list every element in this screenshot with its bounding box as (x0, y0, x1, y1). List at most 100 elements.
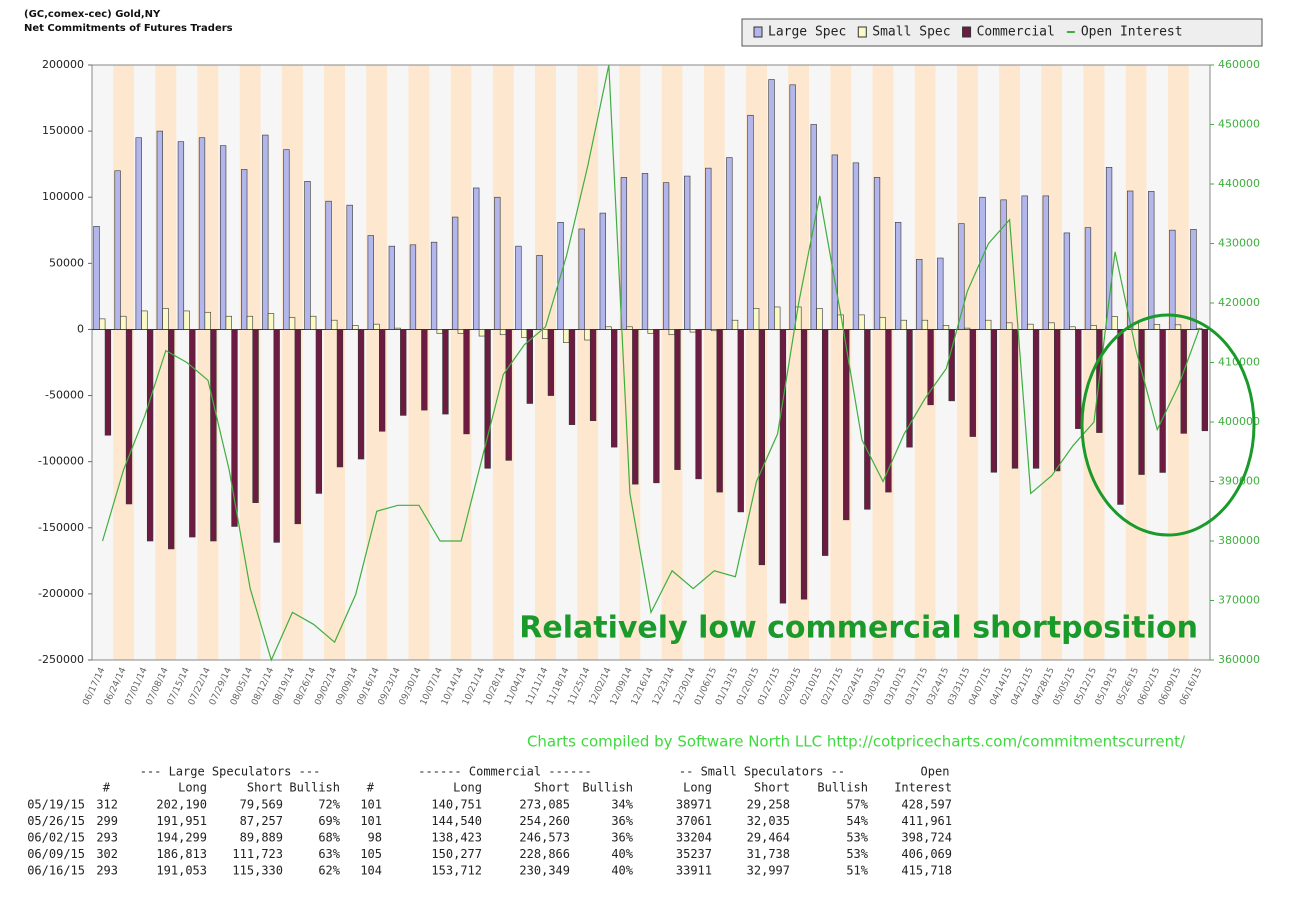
bar (605, 326, 612, 330)
bar (400, 329, 407, 416)
bar (1138, 329, 1145, 475)
bar (104, 329, 112, 436)
bar (125, 329, 133, 505)
bar (900, 319, 907, 330)
table-cell: 29,258 (747, 798, 790, 812)
bar (267, 313, 275, 330)
bar (816, 307, 823, 330)
bar (189, 329, 196, 538)
bar (684, 175, 691, 330)
bar (1111, 316, 1118, 330)
table-cell: 57% (846, 798, 868, 812)
table-column: Short (754, 781, 790, 795)
bar (430, 241, 438, 330)
table-column: Long (683, 781, 712, 795)
bar (568, 329, 576, 425)
bar (183, 310, 190, 330)
band (92, 65, 114, 660)
legend-swatch (962, 26, 972, 38)
band (534, 65, 557, 660)
bar (547, 329, 555, 396)
bar (451, 216, 459, 330)
bar (747, 114, 754, 330)
bar (494, 196, 501, 330)
table-cell: 144,540 (431, 814, 482, 828)
table-column: # (103, 781, 111, 795)
bar (632, 329, 639, 485)
bar (1174, 324, 1182, 330)
bar (674, 329, 681, 470)
table-cell: 63% (318, 847, 340, 861)
bar (1090, 325, 1097, 330)
bar (273, 329, 280, 543)
bar (388, 245, 396, 330)
bar (198, 137, 206, 330)
bar (409, 244, 417, 330)
bar (478, 329, 486, 337)
table-cell: 32,035 (747, 814, 790, 828)
bar (421, 329, 428, 411)
bar (979, 196, 986, 330)
credit: Charts compiled by Software North LLC ht… (527, 733, 1186, 751)
bar (716, 329, 723, 493)
bar (114, 170, 121, 330)
table-column: Long (178, 781, 207, 795)
y2-tick-label: 390000 (1218, 475, 1260, 488)
table-column: # (367, 781, 375, 795)
bar (225, 315, 232, 330)
table-group: --- Large Speculators --- (140, 765, 321, 779)
bar (156, 130, 163, 330)
bar (758, 329, 765, 566)
table-column: Bullish (289, 781, 340, 795)
bar (379, 329, 386, 432)
table-cell: 98 (368, 831, 382, 845)
bar (146, 329, 154, 542)
bar (262, 134, 269, 330)
table-cell: 40% (611, 847, 633, 861)
table-cell: 428,597 (901, 798, 952, 812)
table-cell: 202,190 (156, 798, 207, 812)
y2-tick-label: 440000 (1218, 177, 1260, 190)
legend-label: Large Spec (768, 25, 846, 40)
bar (821, 329, 829, 556)
bar (1127, 190, 1134, 330)
bar (921, 319, 929, 330)
table-cell: 72% (318, 798, 340, 812)
bar (1190, 229, 1197, 330)
bar (542, 329, 549, 340)
legend-box (741, 18, 1263, 47)
legend-swatch (753, 26, 763, 38)
band (366, 65, 388, 660)
bar (304, 181, 311, 330)
bar (653, 329, 660, 484)
table-cell: 191,053 (156, 864, 207, 878)
line (101, 64, 1201, 662)
band (513, 65, 535, 660)
table-cell: 150,277 (431, 847, 482, 861)
y-tick-label: -150000 (38, 521, 84, 534)
bar (177, 141, 185, 330)
band (429, 65, 451, 660)
table-cell: 246,573 (519, 831, 570, 845)
bar (843, 329, 850, 521)
table-cell: 191,951 (156, 814, 207, 828)
table-cell: 69% (318, 814, 340, 828)
band (956, 65, 978, 660)
table-cell: 101 (360, 798, 382, 812)
plot-background (92, 65, 1210, 660)
table-column: Bullish (817, 781, 868, 795)
bar (563, 329, 570, 343)
bar (937, 257, 944, 330)
table-column: Long (453, 781, 482, 795)
table-cell: 299 (96, 814, 118, 828)
bar (990, 329, 998, 473)
bar (526, 329, 533, 404)
y2-tick-label: 360000 (1218, 653, 1260, 666)
table-cell: 34% (611, 798, 633, 812)
y2-tick-label: 430000 (1218, 237, 1260, 250)
bar (520, 329, 528, 338)
bar (662, 182, 670, 330)
table-cell: 35237 (676, 847, 712, 861)
legend-label: Open Interest (1081, 25, 1183, 40)
